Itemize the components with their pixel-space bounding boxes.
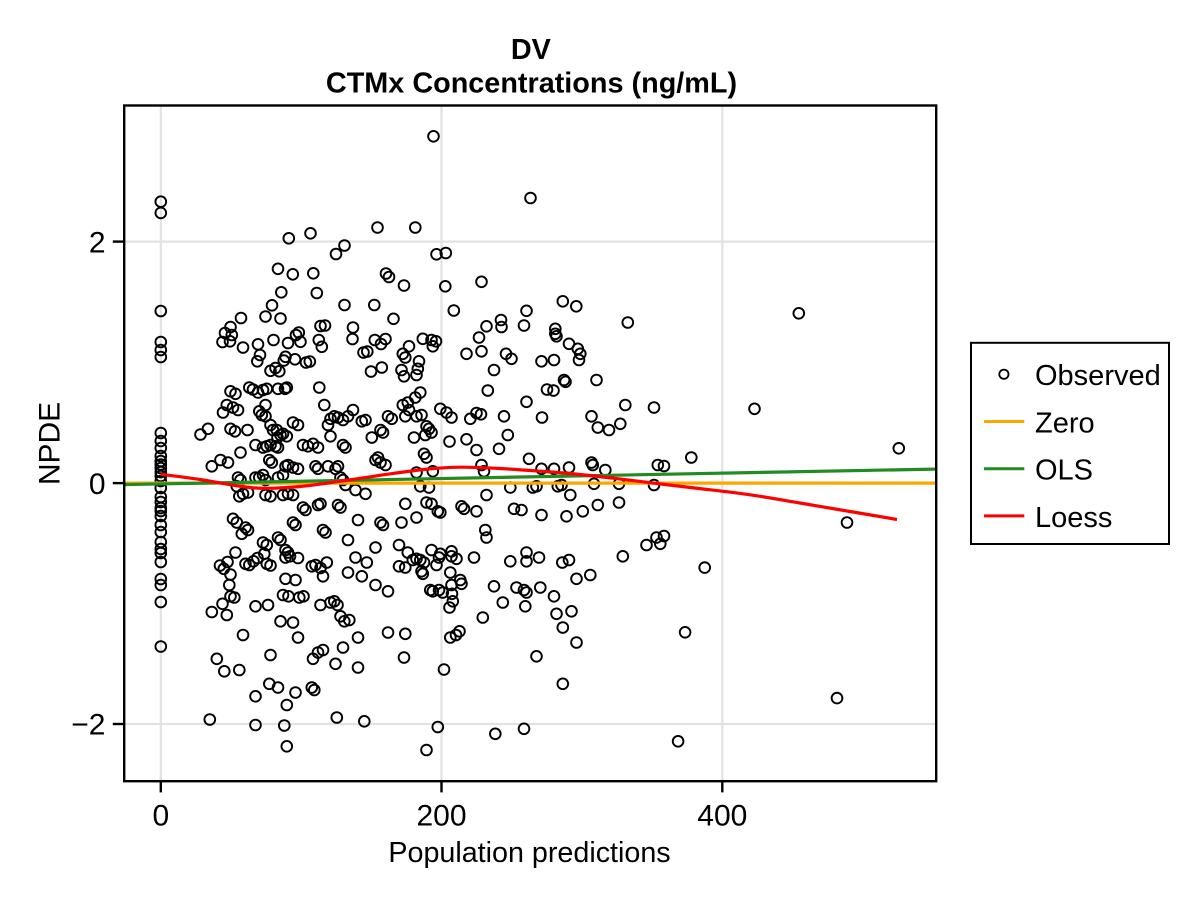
svg-text:Zero: Zero	[1035, 407, 1095, 439]
svg-text:Loess: Loess	[1035, 502, 1112, 534]
svg-text:400: 400	[697, 799, 747, 832]
svg-text:0: 0	[89, 468, 106, 501]
svg-text:Observed: Observed	[1035, 360, 1161, 392]
svg-text:200: 200	[416, 799, 466, 832]
svg-text:Population predictions: Population predictions	[388, 837, 670, 869]
svg-text:CTMx Concentrations (ng/mL): CTMx Concentrations (ng/mL)	[326, 68, 737, 100]
svg-text:NPDE: NPDE	[34, 402, 67, 485]
svg-text:2: 2	[89, 226, 106, 259]
svg-text:0: 0	[152, 799, 169, 832]
svg-text:OLS: OLS	[1035, 455, 1093, 487]
svg-text:−2: −2	[71, 709, 105, 742]
svg-text:DV: DV	[511, 34, 552, 66]
